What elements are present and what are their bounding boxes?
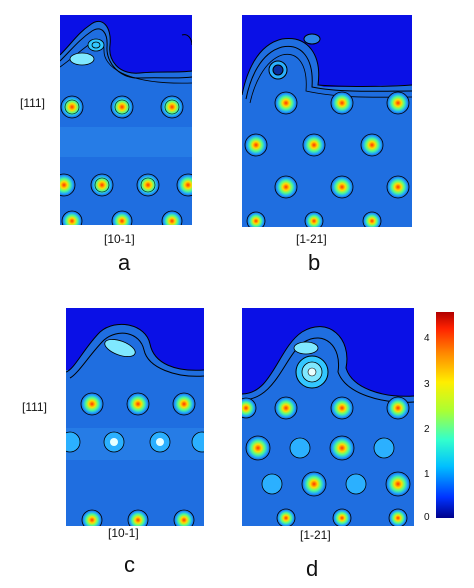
panel-letter-b: b	[308, 250, 321, 275]
panel-letter-d: d	[306, 556, 319, 581]
panel-b	[242, 15, 412, 227]
colorbar-tick-1: 1	[424, 469, 430, 480]
colorbar-gradient	[436, 312, 454, 518]
panel-c	[66, 308, 204, 526]
panel-letter-c: c	[124, 552, 135, 577]
contour-map-d	[242, 308, 414, 526]
ylabel-a: [111]	[20, 96, 45, 110]
colorbar-tick-0: 0	[424, 512, 430, 523]
xlabel-d: [1-21]	[300, 528, 331, 542]
atoms-a	[60, 95, 192, 225]
colorbar-tick-4: 4	[424, 333, 430, 344]
xlabel-b: [1-21]	[296, 232, 327, 246]
colorbar-tick-2: 2	[424, 424, 430, 435]
panel-d	[242, 308, 414, 526]
atoms-b	[244, 91, 410, 227]
ylabel-c: [111]	[22, 400, 47, 414]
atoms-c	[66, 392, 204, 526]
contour-map-c	[66, 308, 204, 526]
colorbar-tick-3: 3	[424, 379, 430, 390]
xlabel-a: [10-1]	[104, 232, 135, 246]
xlabel-c: [10-1]	[108, 526, 139, 540]
contour-map-a	[60, 15, 192, 225]
atoms-d	[242, 396, 411, 526]
panel-a	[60, 15, 192, 225]
panel-letter-a: a	[118, 250, 131, 275]
contour-map-b	[242, 15, 412, 227]
colorbar	[436, 312, 454, 523]
